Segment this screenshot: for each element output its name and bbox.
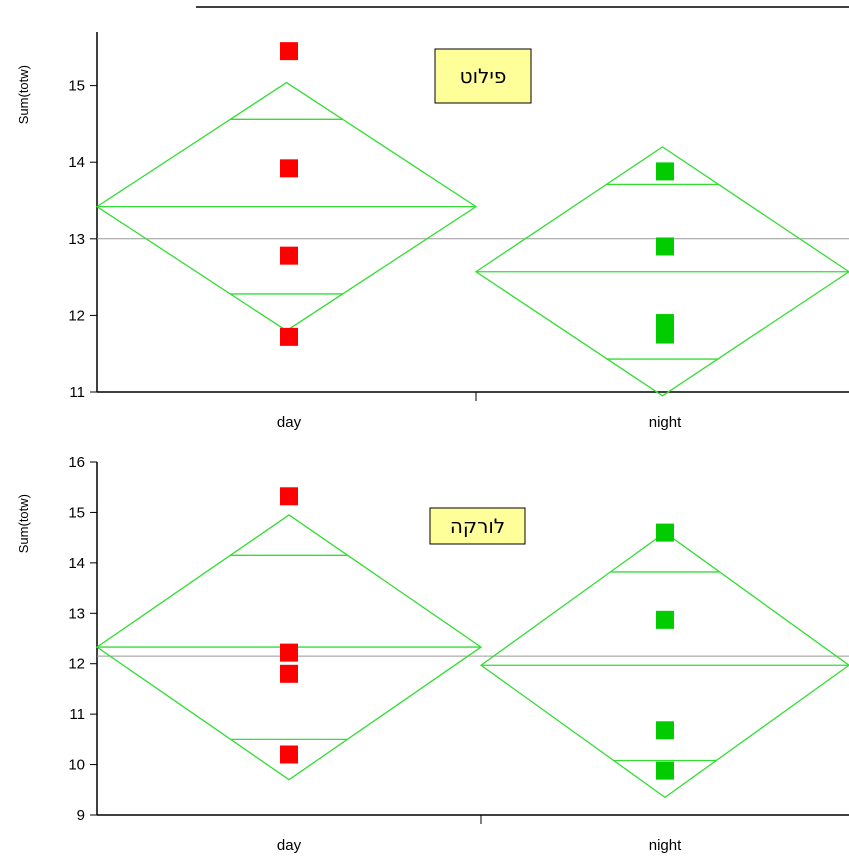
- data-point: [656, 162, 674, 181]
- y-tick-label: 11: [69, 706, 85, 723]
- data-point: [280, 42, 298, 61]
- data-point: [280, 159, 298, 178]
- plot-panel-2: 9 10 11 12 13 14 15 16 Sum(totw) day night לורקה: [16, 454, 849, 854]
- x-category-label: day: [277, 414, 302, 431]
- annotation-box: [429, 507, 526, 545]
- data-point: [280, 246, 298, 265]
- y-tick-label: 15: [68, 78, 85, 95]
- y-tick-label: 12: [68, 307, 85, 324]
- data-point: [656, 721, 674, 740]
- data-point: [280, 487, 298, 506]
- data-point: [656, 761, 674, 780]
- means-diamond: [479, 531, 849, 799]
- data-point: [280, 745, 298, 764]
- x-category-label: night: [649, 837, 682, 854]
- y-tick-label: 9: [77, 807, 85, 824]
- y-tick-label: 11: [69, 384, 85, 401]
- data-point: [280, 664, 298, 683]
- x-category-label: night: [649, 414, 682, 431]
- data-point: [656, 610, 674, 629]
- data-point: [656, 325, 674, 344]
- y-tick-label: 14: [68, 154, 85, 171]
- data-point: [280, 327, 298, 346]
- data-point: [280, 643, 298, 662]
- annotation-box: [434, 48, 532, 104]
- y-tick-label: 13: [68, 231, 85, 248]
- y-tick-label: 13: [68, 605, 85, 622]
- annotation-text: לורקה: [450, 514, 505, 538]
- plot-panel-1: 11 12 13 14 15 Sum(totw) day night פילוט: [16, 32, 849, 431]
- y-tick-label: 10: [68, 757, 85, 774]
- y-axis-title: Sum(totw): [16, 65, 31, 124]
- y-tick-label: 15: [68, 504, 85, 521]
- y-tick-label: 16: [68, 454, 85, 471]
- annotation-text: פילוט: [460, 64, 507, 88]
- y-tick-label: 14: [68, 555, 85, 572]
- y-tick-label: 12: [68, 656, 85, 673]
- x-category-label: day: [277, 837, 302, 854]
- y-axis-title: Sum(totw): [16, 494, 31, 553]
- data-point: [656, 237, 674, 256]
- means-diamond: [474, 146, 849, 397]
- data-point: [656, 523, 674, 542]
